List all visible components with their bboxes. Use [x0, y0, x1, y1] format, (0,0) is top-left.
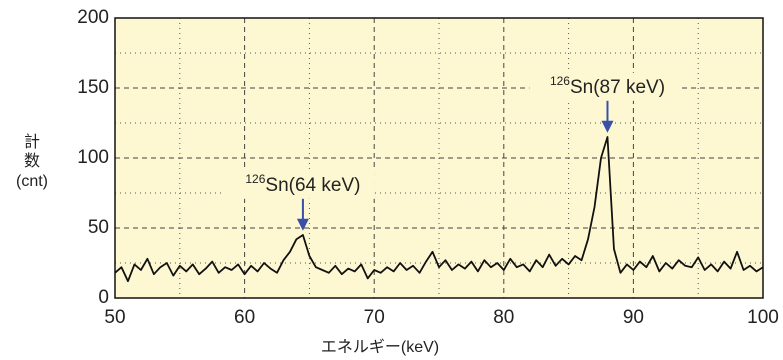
annotation-background: [224, 170, 375, 199]
x-tick-label: 70: [364, 307, 385, 328]
annotation-text: Sn(87 keV): [570, 77, 665, 98]
y-tick-label: 100: [77, 147, 109, 168]
y-tick-label: 50: [88, 217, 109, 238]
annotation-arrowhead: [601, 120, 614, 133]
y-tick-label: 150: [77, 77, 109, 98]
annotation: 126Sn(87 keV): [550, 74, 665, 98]
x-tick-label: 60: [234, 307, 255, 328]
annotation-sup: 126: [245, 172, 265, 186]
x-tick-label: 80: [493, 307, 514, 328]
y-axis-label: (cnt): [16, 173, 48, 190]
x-tick-label: 50: [104, 307, 125, 328]
annotation-background: [529, 72, 680, 101]
x-tick-label: 90: [623, 307, 644, 328]
y-axis-label: 数: [24, 152, 40, 170]
y-axis-label: 計: [24, 133, 40, 151]
annotation-arrowhead: [296, 218, 309, 231]
plot-frame: [114, 17, 764, 299]
y-tick-label: 0: [98, 287, 109, 308]
annotation-text: Sn(64 keV): [265, 175, 360, 196]
annotation-sup: 126: [550, 74, 570, 88]
spectrum-line: [114, 136, 764, 283]
x-tick-label: 100: [747, 307, 779, 328]
y-tick-label: 200: [77, 7, 109, 28]
annotation: 126Sn(64 keV): [245, 172, 360, 196]
x-axis-label: エネルギー(keV): [321, 338, 439, 356]
